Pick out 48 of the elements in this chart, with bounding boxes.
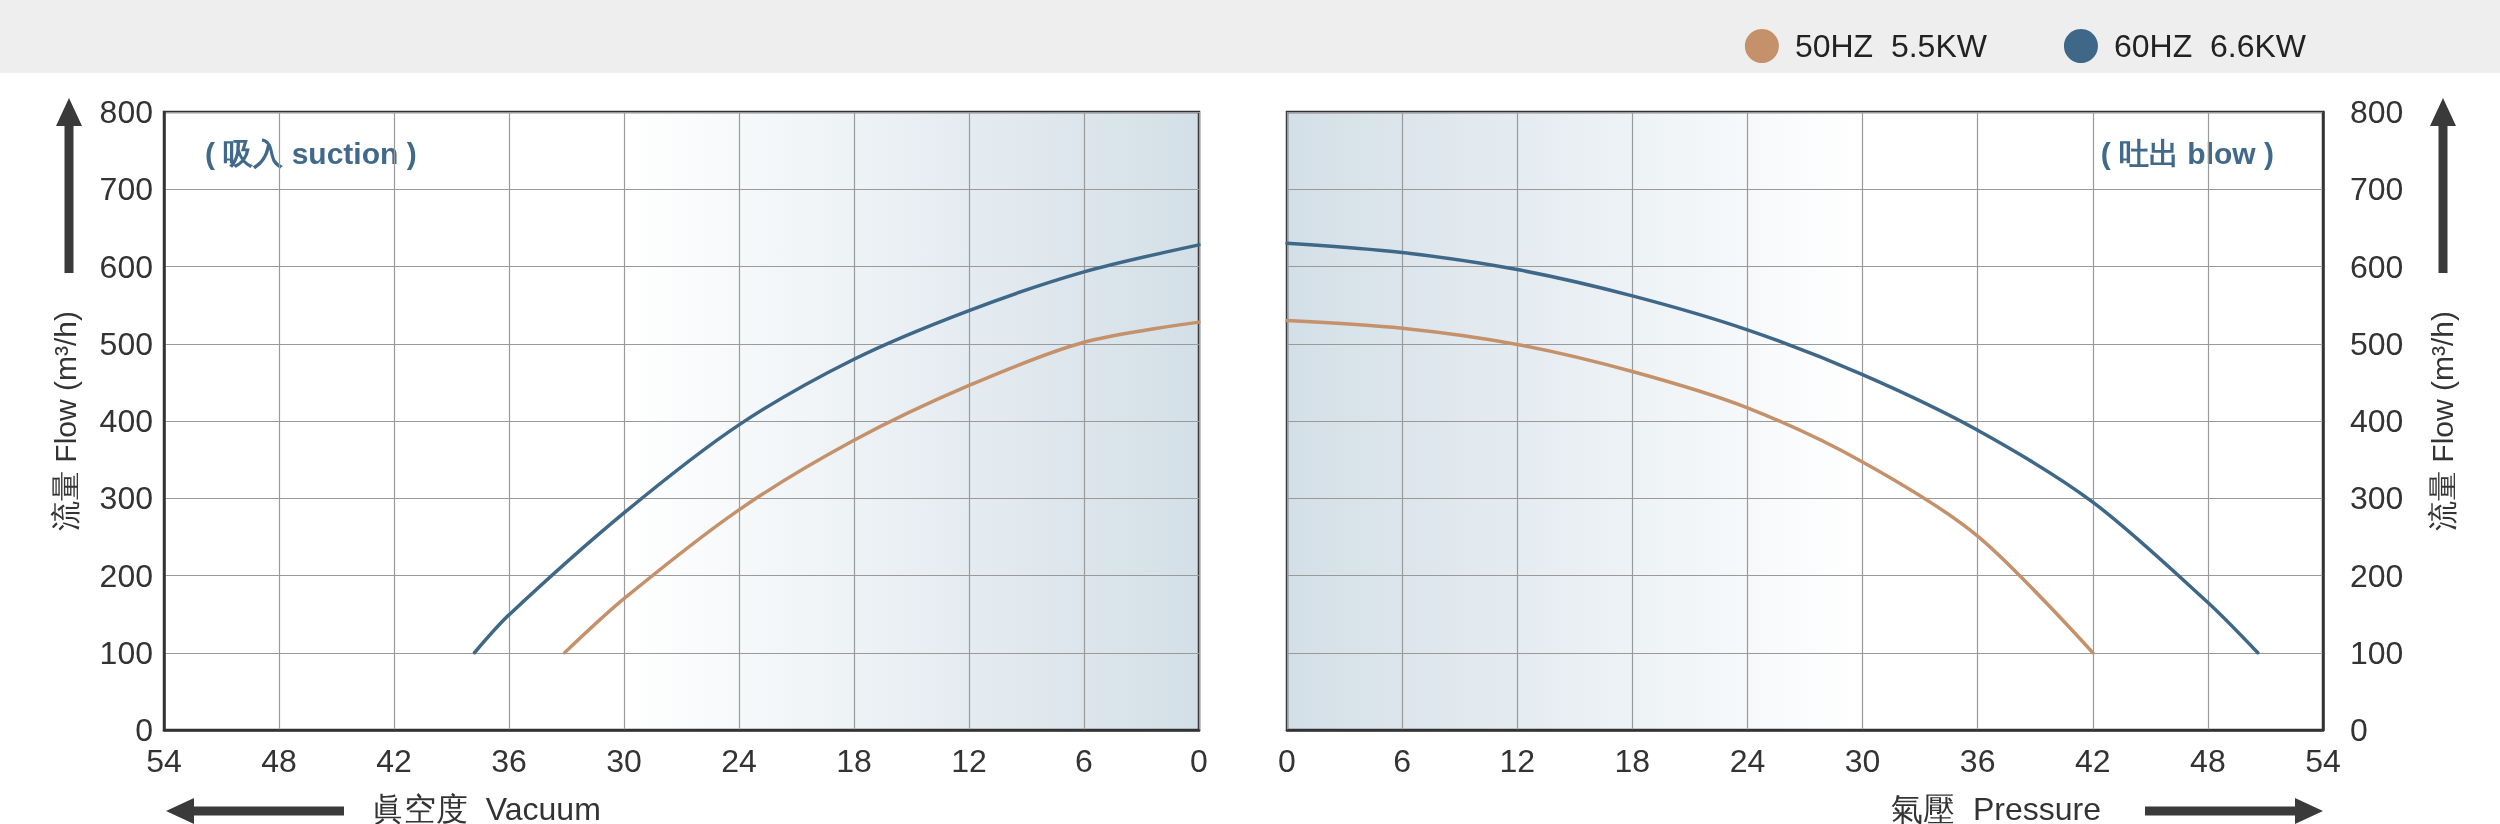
y-tick-label: 500 (99, 325, 153, 362)
x-axis-title: 眞空度 Vacuum (372, 791, 601, 824)
x-tick-label: 36 (1959, 743, 1996, 779)
y-tick-label: 500 (2350, 325, 2404, 362)
x-tick-label: 0 (1278, 743, 1296, 779)
x-tick-label: 54 (2305, 743, 2341, 779)
legend-label: 60HZ 6.6KW (2113, 28, 2307, 64)
x-tick-label: 6 (1075, 743, 1093, 779)
line-series (562, 320, 1201, 655)
x-tick-label: 0 (1190, 743, 1208, 779)
x-tick-label: 48 (261, 743, 297, 779)
y-axis-title: 流量 Flow (m³/h) (48, 311, 82, 531)
y-tick-label: 600 (2350, 248, 2404, 285)
y-tick-label: 100 (2350, 634, 2404, 671)
x-tick-label: 30 (1844, 743, 1881, 779)
annotation: ( 吐出 blow ) (2100, 136, 2275, 170)
y-tick-label: 0 (2350, 712, 2368, 748)
y-tick-label: 200 (99, 557, 153, 594)
line-series (1285, 318, 2095, 655)
y-axis-title: 流量 Flow (m³/h) (2425, 311, 2459, 531)
x-tick-label: 24 (1729, 743, 1766, 779)
x-tick-label: 42 (2074, 743, 2111, 779)
x-tick-label: 42 (376, 743, 412, 779)
legend-label: 50HZ 5.5KW (1794, 28, 1988, 64)
y-tick-label: 700 (99, 171, 153, 208)
x-tick-label: 24 (721, 743, 757, 779)
y-tick-label: 200 (2350, 557, 2404, 594)
x-tick-label: 30 (606, 743, 642, 779)
x-tick-label: 12 (951, 743, 987, 779)
y-tick-label: 700 (2350, 171, 2404, 208)
line-series (472, 243, 1201, 655)
x-axis-title: 氣壓 Pressure (1891, 791, 2101, 824)
line-series (1285, 241, 2260, 655)
y-tick-label: 100 (99, 634, 153, 671)
y-tick-label: 800 (2350, 94, 2404, 130)
x-tick-label: 18 (836, 743, 872, 779)
x-tick-label: 36 (491, 743, 527, 779)
y-tick-label: 300 (99, 480, 153, 517)
x-tick-label: 48 (2190, 743, 2226, 779)
y-tick-label: 600 (99, 248, 153, 285)
y-tick-label: 800 (99, 94, 153, 130)
x-tick-label: 6 (1393, 743, 1412, 779)
x-tick-label: 12 (1499, 743, 1536, 779)
x-tick-label: 18 (1614, 743, 1651, 779)
y-tick-label: 300 (2350, 480, 2404, 517)
y-tick-label: 400 (2350, 403, 2404, 439)
annotation: ( 吸入 suction ) (205, 136, 417, 170)
y-tick-label: 400 (99, 403, 153, 439)
